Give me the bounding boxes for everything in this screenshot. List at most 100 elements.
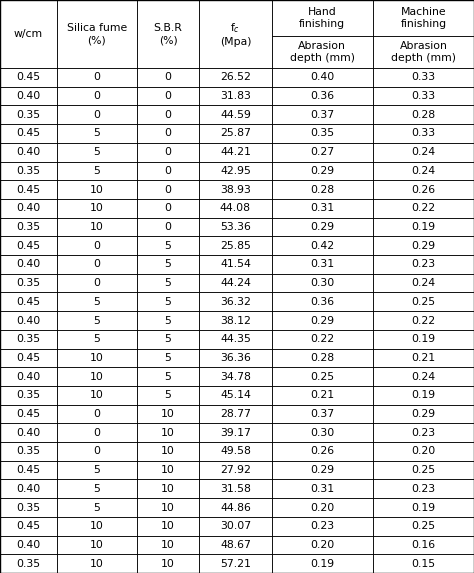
Text: 10: 10	[90, 372, 104, 382]
Text: 0: 0	[93, 409, 100, 419]
Text: 44.08: 44.08	[220, 203, 251, 213]
Bar	[137, 386, 199, 405]
Text: 0.45: 0.45	[17, 409, 40, 419]
Text: 0.45: 0.45	[17, 185, 40, 195]
Text: 0.40: 0.40	[16, 91, 41, 101]
Bar	[137, 330, 199, 348]
Text: 5: 5	[93, 465, 100, 475]
Bar	[57, 480, 137, 498]
Text: 0.33: 0.33	[411, 91, 436, 101]
Bar	[373, 330, 474, 348]
Bar	[272, 498, 373, 517]
Bar	[272, 442, 373, 461]
Text: 5: 5	[93, 484, 100, 494]
Text: Hand
finishing: Hand finishing	[299, 7, 346, 29]
Bar	[373, 68, 474, 87]
Text: 0.40: 0.40	[16, 260, 41, 269]
Text: 0.40: 0.40	[16, 316, 41, 325]
Text: 0.37: 0.37	[310, 409, 334, 419]
Text: 5: 5	[164, 316, 172, 325]
Text: 0.27: 0.27	[310, 147, 334, 157]
Text: 0.35: 0.35	[17, 503, 40, 512]
Bar	[0, 124, 57, 143]
Text: 5: 5	[93, 334, 100, 344]
Text: 5: 5	[164, 278, 172, 288]
Bar	[0, 199, 57, 218]
Bar	[57, 274, 137, 292]
Text: 10: 10	[161, 521, 175, 531]
Bar	[137, 274, 199, 292]
Bar	[57, 292, 137, 311]
Bar	[137, 480, 199, 498]
Bar	[199, 367, 272, 386]
Bar	[0, 367, 57, 386]
Bar	[272, 105, 373, 124]
Bar	[137, 124, 199, 143]
Text: 10: 10	[90, 203, 104, 213]
Bar	[0, 162, 57, 180]
Text: 0.29: 0.29	[411, 409, 436, 419]
Bar	[373, 105, 474, 124]
Bar	[373, 292, 474, 311]
Bar	[373, 405, 474, 423]
Bar	[373, 274, 474, 292]
Text: 10: 10	[90, 521, 104, 531]
Text: 0.31: 0.31	[310, 203, 334, 213]
Text: 0.29: 0.29	[411, 241, 436, 250]
Text: 5: 5	[164, 241, 172, 250]
Bar	[0, 330, 57, 348]
Bar	[199, 274, 272, 292]
Text: 0.25: 0.25	[411, 465, 436, 475]
Text: w/cm: w/cm	[14, 29, 43, 39]
Text: 28.77: 28.77	[220, 409, 251, 419]
Text: 10: 10	[161, 465, 175, 475]
Bar	[199, 0, 272, 68]
Text: 0.35: 0.35	[17, 446, 40, 457]
Text: 0: 0	[93, 446, 100, 457]
Bar	[199, 87, 272, 105]
Text: 0.23: 0.23	[411, 484, 436, 494]
Bar	[137, 536, 199, 554]
Bar	[272, 0, 373, 36]
Bar	[272, 218, 373, 236]
Bar	[373, 199, 474, 218]
Text: 0.30: 0.30	[310, 427, 335, 438]
Bar	[57, 517, 137, 536]
Bar	[57, 199, 137, 218]
Bar	[373, 442, 474, 461]
Bar	[199, 236, 272, 255]
Bar	[57, 180, 137, 199]
Bar	[272, 36, 373, 68]
Text: 10: 10	[161, 446, 175, 457]
Text: 0.23: 0.23	[310, 521, 334, 531]
Bar	[373, 367, 474, 386]
Text: 0: 0	[164, 147, 172, 157]
Bar	[272, 536, 373, 554]
Text: 0.26: 0.26	[310, 446, 334, 457]
Text: 0.45: 0.45	[17, 241, 40, 250]
Bar	[57, 236, 137, 255]
Text: 0.24: 0.24	[411, 372, 436, 382]
Text: 0.35: 0.35	[310, 128, 334, 139]
Bar	[0, 292, 57, 311]
Text: 0: 0	[93, 110, 100, 120]
Bar	[272, 386, 373, 405]
Bar	[199, 423, 272, 442]
Bar	[0, 461, 57, 480]
Bar	[199, 480, 272, 498]
Text: 0: 0	[93, 427, 100, 438]
Text: 0.21: 0.21	[411, 353, 436, 363]
Text: 0: 0	[93, 91, 100, 101]
Bar	[0, 442, 57, 461]
Bar	[0, 218, 57, 236]
Bar	[272, 274, 373, 292]
Text: 5: 5	[164, 334, 172, 344]
Text: 0: 0	[93, 260, 100, 269]
Bar	[373, 461, 474, 480]
Text: 5: 5	[93, 166, 100, 176]
Text: 0.23: 0.23	[411, 427, 436, 438]
Bar	[373, 517, 474, 536]
Text: 0: 0	[93, 278, 100, 288]
Bar	[137, 423, 199, 442]
Text: 0: 0	[164, 203, 172, 213]
